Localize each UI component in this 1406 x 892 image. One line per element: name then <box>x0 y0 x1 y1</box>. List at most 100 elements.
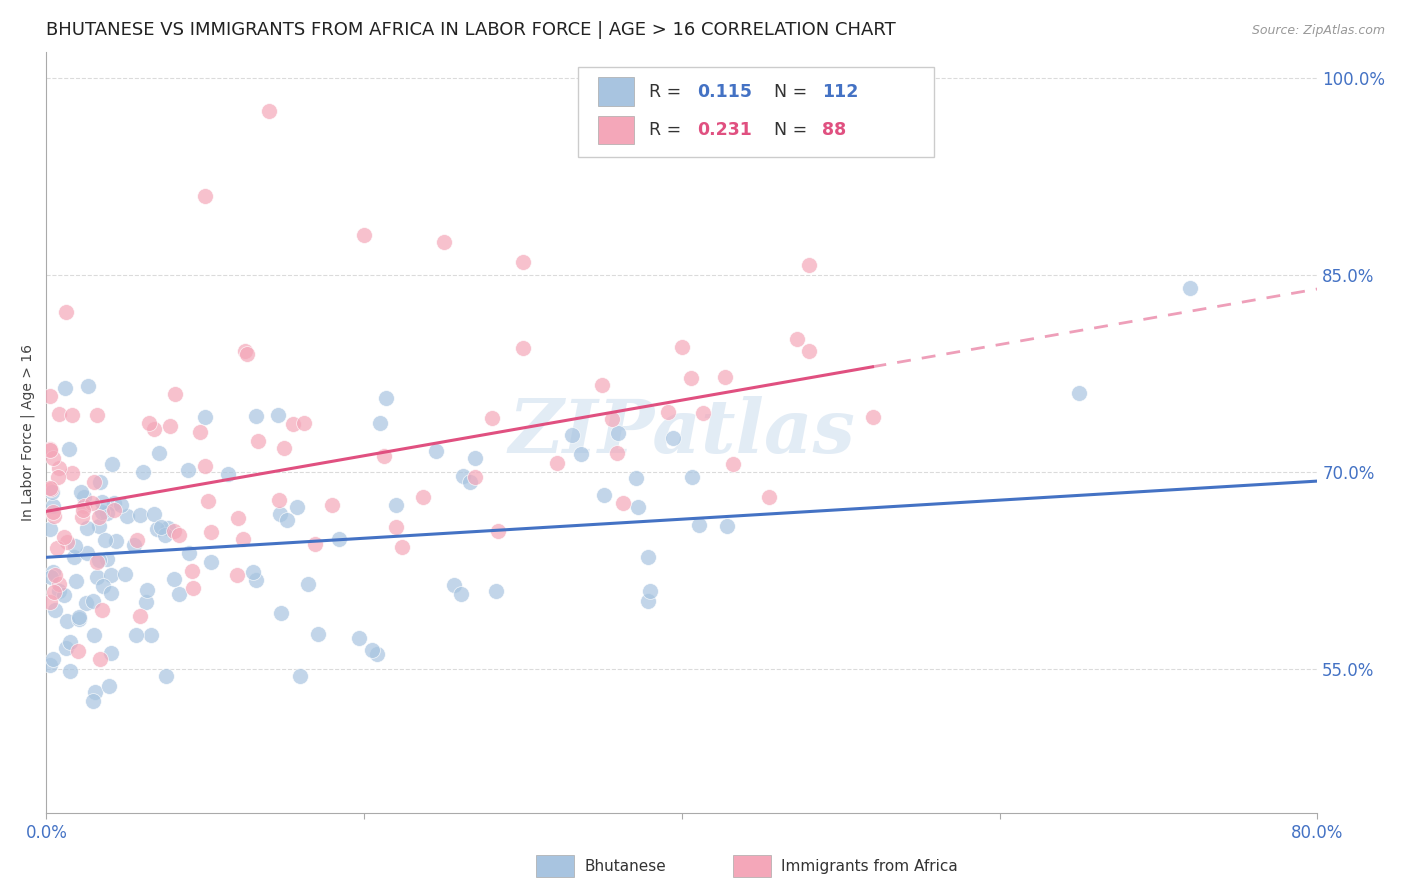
Point <box>481 411 503 425</box>
Point <box>42 451 65 466</box>
Point <box>56 614 79 628</box>
Point <box>716 519 738 533</box>
Point <box>89 510 111 524</box>
Text: N =: N = <box>763 121 813 139</box>
Point <box>200 555 222 569</box>
Point <box>177 546 200 560</box>
Point <box>114 566 136 581</box>
Point <box>373 449 395 463</box>
Point <box>42 565 65 579</box>
Point <box>304 536 326 550</box>
Point <box>94 533 117 547</box>
Point <box>486 524 509 538</box>
Point <box>135 582 157 597</box>
Point <box>512 341 534 355</box>
Point <box>758 490 780 504</box>
Point <box>662 431 685 445</box>
Point <box>546 456 568 470</box>
Point <box>640 584 662 599</box>
Point <box>96 506 118 520</box>
Point <box>155 668 177 682</box>
Point <box>38 658 60 673</box>
Point <box>129 508 152 522</box>
Point <box>38 443 60 458</box>
Point <box>39 570 62 584</box>
Point <box>90 505 112 519</box>
Point <box>45 541 67 556</box>
Point <box>347 631 370 645</box>
Text: R =: R = <box>648 121 686 139</box>
Point <box>163 524 186 538</box>
FancyBboxPatch shape <box>536 855 574 878</box>
Point <box>124 628 146 642</box>
Point <box>86 408 108 422</box>
Point <box>91 579 114 593</box>
Point <box>679 371 702 385</box>
Point <box>612 495 634 509</box>
Point <box>115 509 138 524</box>
Point <box>307 627 329 641</box>
Point <box>146 522 169 536</box>
Point <box>464 469 486 483</box>
Point <box>1180 281 1202 295</box>
Point <box>606 446 628 460</box>
Point <box>143 507 166 521</box>
Point <box>83 628 105 642</box>
Point <box>432 235 454 249</box>
Point <box>353 228 375 243</box>
Point <box>38 522 60 536</box>
Point <box>226 567 249 582</box>
Point <box>153 527 176 541</box>
Point <box>321 499 343 513</box>
Point <box>42 505 65 519</box>
Text: 88: 88 <box>821 121 846 139</box>
Point <box>194 409 217 424</box>
Point <box>862 410 884 425</box>
Point <box>148 446 170 460</box>
Point <box>226 511 249 525</box>
Point <box>391 541 413 555</box>
Point <box>48 583 70 598</box>
Point <box>84 684 107 698</box>
Point <box>135 595 157 609</box>
Point <box>77 378 100 392</box>
Point <box>100 568 122 582</box>
Point <box>44 567 66 582</box>
Point <box>138 416 160 430</box>
Point <box>257 103 280 118</box>
Point <box>125 533 148 548</box>
Point <box>681 469 703 483</box>
Point <box>42 500 65 514</box>
Point <box>48 407 70 421</box>
Point <box>52 530 75 544</box>
FancyBboxPatch shape <box>733 855 770 878</box>
Point <box>288 669 311 683</box>
Point <box>89 553 111 567</box>
Y-axis label: In Labor Force | Age > 16: In Labor Force | Age > 16 <box>21 344 35 521</box>
Point <box>52 588 75 602</box>
Point <box>82 593 104 607</box>
Point <box>96 552 118 566</box>
Point <box>80 496 103 510</box>
Point <box>167 586 190 600</box>
Point <box>374 391 396 405</box>
Point <box>236 347 259 361</box>
Point <box>44 603 66 617</box>
Point <box>283 417 305 432</box>
Point <box>714 369 737 384</box>
Point <box>83 475 105 489</box>
Point <box>98 679 121 693</box>
Point <box>217 467 239 482</box>
Point <box>41 484 63 499</box>
Point <box>200 524 222 539</box>
Point <box>39 481 62 495</box>
Point <box>72 502 94 516</box>
Point <box>412 491 434 505</box>
Point <box>183 581 205 595</box>
Point <box>366 647 388 661</box>
Point <box>89 652 111 666</box>
Point <box>55 305 77 319</box>
Point <box>671 340 693 354</box>
Point <box>76 546 98 560</box>
Text: Bhutanese: Bhutanese <box>583 859 666 874</box>
